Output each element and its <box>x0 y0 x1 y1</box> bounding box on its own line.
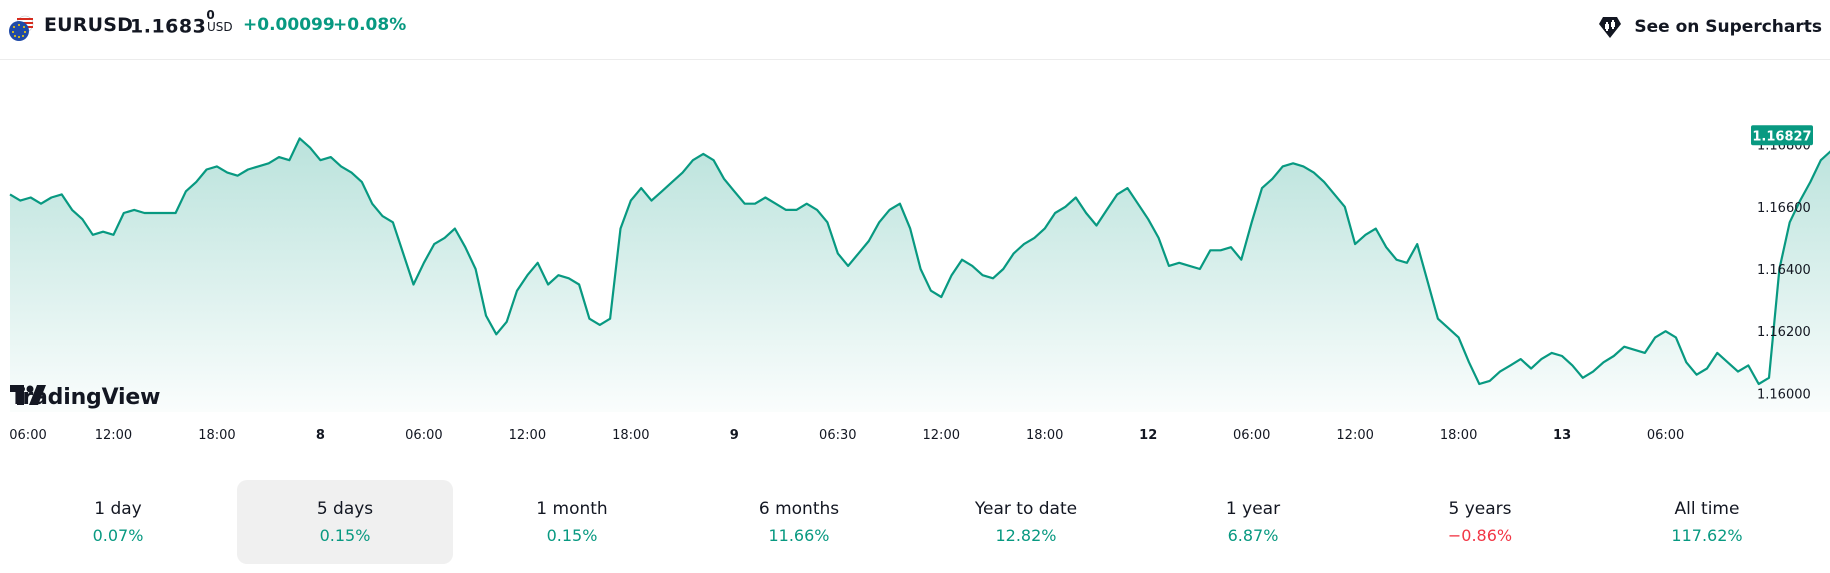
price-chart-svg[interactable]: 1.168001.166001.164001.162001.160001.168… <box>0 60 1830 460</box>
price-chart[interactable]: 1.16800 1.16600 1.16400 1.16200 1.16000 1.168… <box>0 60 1830 460</box>
x-axis-tick-label: 12:00 <box>1336 428 1373 443</box>
period-all-time[interactable]: All time 117.62% <box>1599 480 1815 564</box>
period-change: 117.62% <box>1671 526 1743 545</box>
period-6-months[interactable]: 6 months 11.66% <box>691 480 907 564</box>
period-5-years[interactable]: 5 years −0.86% <box>1372 480 1588 564</box>
y-axis-tick-label: 1.16600 <box>1757 201 1811 216</box>
period-label: 5 years <box>1448 499 1512 519</box>
price-change: +0.00099 <box>243 15 335 35</box>
x-axis-tick-label: 12:00 <box>95 428 132 443</box>
period-1-month[interactable]: 1 month 0.15% <box>464 480 680 564</box>
period-label: 1 month <box>536 499 608 519</box>
period-label: 1 year <box>1225 499 1281 519</box>
x-axis-tick-label: 18:00 <box>198 428 235 443</box>
x-axis-tick-label: 06:00 <box>405 428 442 443</box>
price-area-fill <box>10 138 1830 412</box>
x-axis-tick-label: 06:00 <box>9 428 46 443</box>
see-on-supercharts-button[interactable]: See on Supercharts <box>1596 10 1822 44</box>
last-price-tag-label: 1.16827 <box>1752 129 1811 144</box>
eu-us-flag-icon <box>9 15 34 41</box>
period-change: 6.87% <box>1227 526 1279 545</box>
x-axis-tick-label: 06:00 <box>1647 428 1684 443</box>
period-change: −0.86% <box>1447 526 1513 545</box>
period-year-to-date[interactable]: Year to date 12.82% <box>918 480 1134 564</box>
symbol-name: EURUSD <box>44 14 134 36</box>
x-axis-tick-label: 13 <box>1553 428 1571 443</box>
period-1-day[interactable]: 1 day 0.07% <box>10 480 226 564</box>
x-axis-tick-label: 06:00 <box>1233 428 1270 443</box>
last-price-tag <box>1751 125 1813 146</box>
performance-periods: 1 day 0.07% 5 days 0.15% 1 month 0.15% 6… <box>10 480 1820 564</box>
period-label: Year to date <box>974 499 1078 519</box>
period-change: 0.07% <box>92 526 144 545</box>
supercharts-label: See on Supercharts <box>1634 17 1822 37</box>
period-change: 0.15% <box>546 526 598 545</box>
tradingview-logo[interactable]: TradingView <box>10 385 160 410</box>
y-axis-tick-label: 1.16400 <box>1757 263 1811 278</box>
x-axis-tick-label: 12 <box>1139 428 1157 443</box>
y-axis-tick-label: 1.16200 <box>1757 325 1811 340</box>
y-axis-tick-label: 1.16000 <box>1757 387 1811 402</box>
tradingview-logo-icon <box>10 385 46 405</box>
price-line-series[interactable] <box>9 135 1830 386</box>
x-axis-tick-label: 9 <box>730 428 739 443</box>
last-price: 1.16830 <box>130 8 215 38</box>
x-axis-tick-label: 18:00 <box>612 428 649 443</box>
period-label: 1 day <box>94 499 142 519</box>
period-label: All time <box>1674 499 1740 519</box>
period-change: 0.15% <box>319 526 371 545</box>
period-label: 5 days <box>316 499 374 519</box>
x-axis-tick-label: 12:00 <box>923 428 960 443</box>
currency-label: USD <box>207 20 233 34</box>
x-axis-tick-label: 12:00 <box>509 428 546 443</box>
period-5-days[interactable]: 5 days 0.15% <box>237 480 453 564</box>
supercharts-logo-icon <box>1599 17 1622 38</box>
x-axis-tick-label: 06:30 <box>819 428 856 443</box>
x-axis-tick-label: 18:00 <box>1026 428 1063 443</box>
x-axis-tick-label: 18:00 <box>1440 428 1477 443</box>
price-superscript: 0 <box>206 8 216 22</box>
price-main: 1.1683 <box>130 15 207 38</box>
period-1-year[interactable]: 1 year 6.87% <box>1145 480 1361 564</box>
symbol-header: EURUSD 1.16830 USD +0.00099 +0.08% See o… <box>0 0 1830 60</box>
price-change-percent: +0.08% <box>333 15 407 35</box>
x-axis-tick-label: 8 <box>316 428 325 443</box>
period-label: 6 months <box>758 499 840 519</box>
period-change: 11.66% <box>768 526 830 545</box>
period-change: 12.82% <box>995 526 1057 545</box>
